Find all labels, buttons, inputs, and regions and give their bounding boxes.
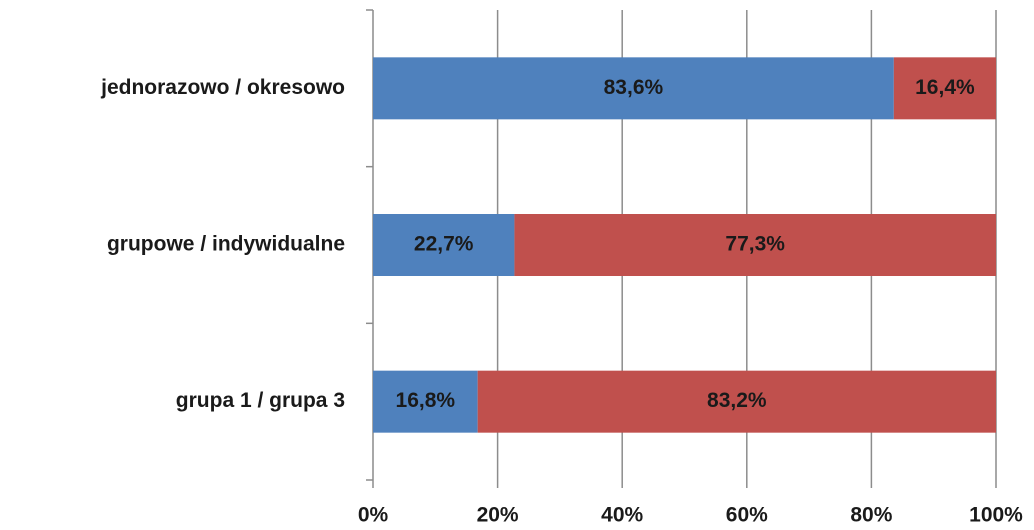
bar-segment — [514, 214, 996, 276]
x-tick-label: 20% — [477, 504, 519, 527]
category-label: grupowe / indywidualne — [107, 233, 345, 256]
x-tick-label: 0% — [358, 504, 389, 527]
x-tick-label: 100% — [969, 504, 1023, 527]
value-label: 83,2% — [707, 389, 767, 412]
x-tick-label: 80% — [850, 504, 892, 527]
bar-segment — [373, 214, 515, 276]
value-label: 16,8% — [396, 389, 456, 412]
x-tick-label: 60% — [726, 504, 768, 527]
value-label: 22,7% — [414, 233, 474, 256]
bar-segment — [477, 370, 996, 433]
value-label: 16,4% — [915, 76, 975, 99]
bar-segment — [893, 57, 996, 120]
value-label: 83,6% — [604, 76, 664, 99]
value-label: 77,3% — [725, 233, 785, 256]
category-label: grupa 1 / grupa 3 — [176, 389, 345, 412]
bar-segment — [373, 370, 478, 433]
x-tick-label: 40% — [601, 504, 643, 527]
bar-segment — [373, 57, 894, 120]
category-label: jednorazowo / okresowo — [100, 76, 345, 99]
